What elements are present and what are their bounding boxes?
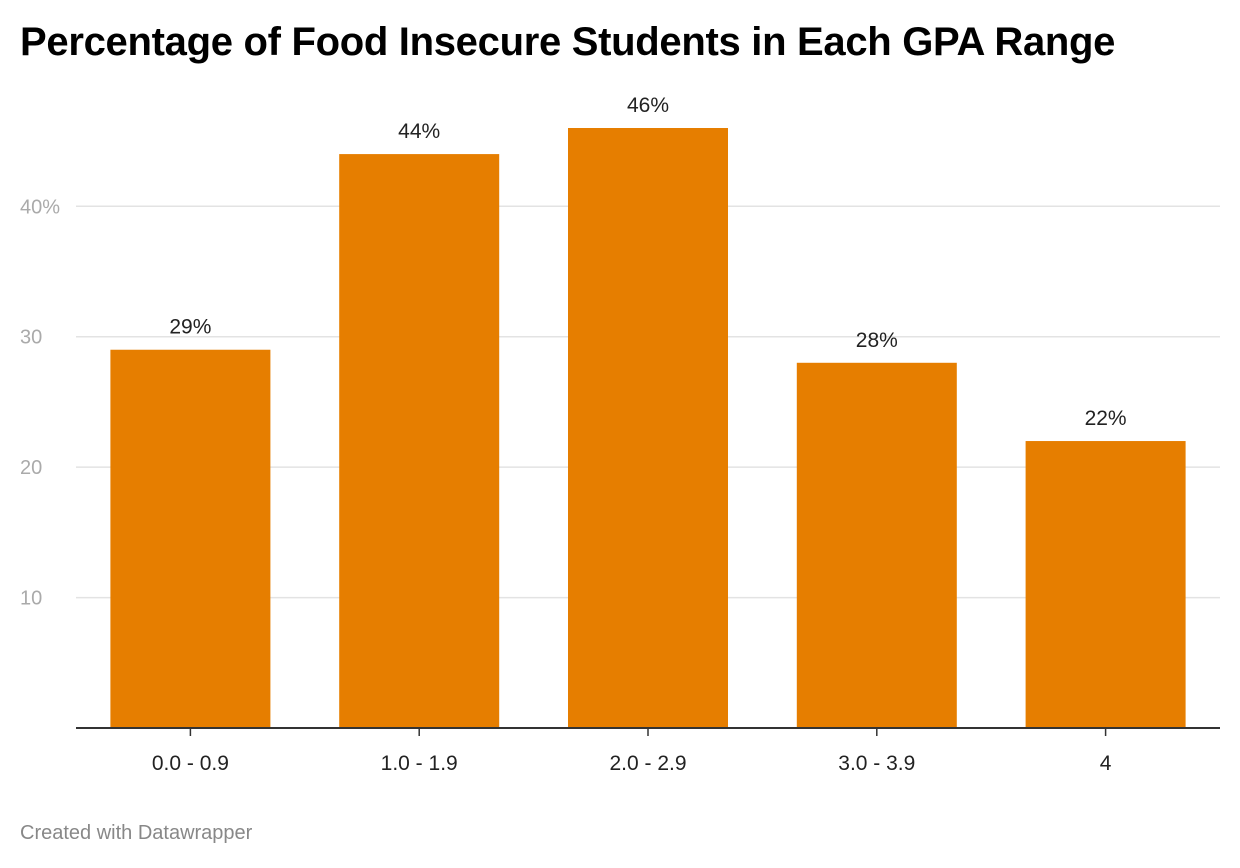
bar-value-label: 22% bbox=[1085, 407, 1127, 430]
bar bbox=[110, 349, 271, 728]
bar bbox=[796, 362, 957, 728]
bar bbox=[339, 154, 500, 728]
value-labels: 29% 44% 46% 28% 22% bbox=[169, 94, 1126, 430]
bars bbox=[110, 128, 1186, 728]
y-tick-label: 40% bbox=[20, 196, 60, 218]
x-tick-label: 4 bbox=[1100, 752, 1112, 775]
y-tick-label: 10 bbox=[20, 588, 42, 610]
chart-title: Percentage of Food Insecure Students in … bbox=[20, 20, 1116, 64]
x-axis: 0.0 - 0.9 1.0 - 1.9 2.0 - 2.9 3.0 - 3.9 4 bbox=[76, 727, 1220, 775]
y-axis-ticks: 10 20 30 40% bbox=[20, 196, 60, 609]
bar-value-label: 44% bbox=[398, 120, 440, 143]
footer-credit: Created with Datawrapper bbox=[20, 822, 253, 844]
x-tick-label: 1.0 - 1.9 bbox=[381, 752, 458, 775]
x-tick-label: 0.0 - 0.9 bbox=[152, 752, 229, 775]
bar-value-label: 46% bbox=[627, 94, 669, 117]
bar bbox=[568, 128, 728, 728]
bar-value-label: 29% bbox=[169, 316, 211, 339]
bar-value-label: 28% bbox=[856, 329, 898, 352]
x-tick-label: 2.0 - 2.9 bbox=[609, 752, 686, 775]
x-tick-label: 3.0 - 3.9 bbox=[838, 752, 915, 775]
y-tick-label: 30 bbox=[20, 327, 42, 349]
y-tick-label: 20 bbox=[20, 457, 42, 479]
bar bbox=[1025, 441, 1186, 728]
